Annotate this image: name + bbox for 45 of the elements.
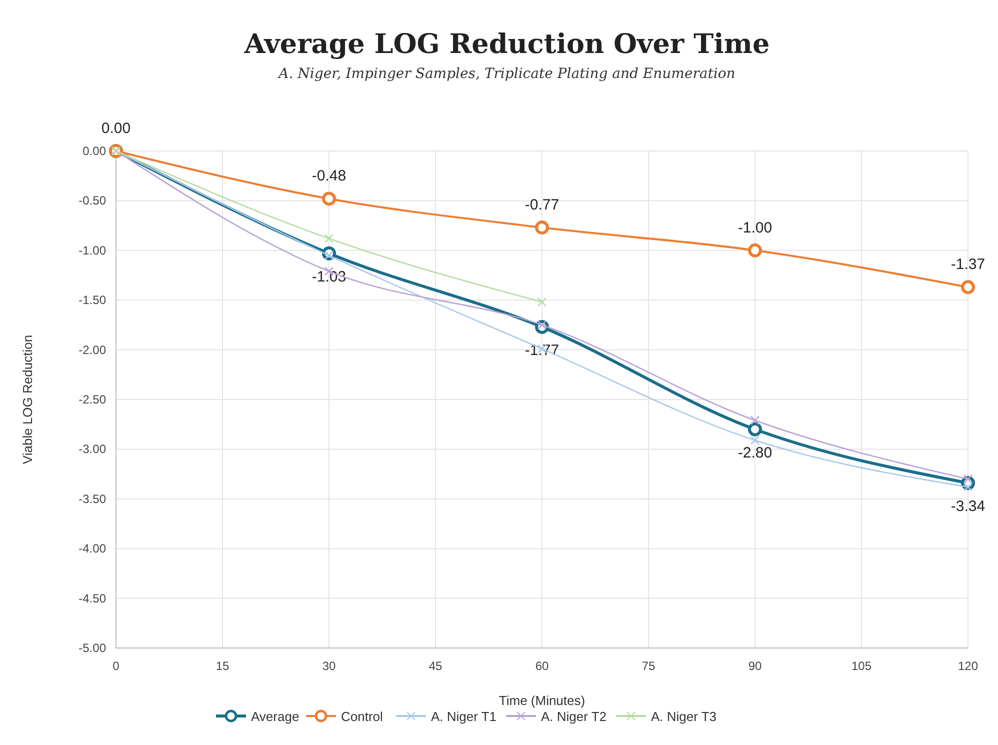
y-axis-title: Viable LOG Reduction (20, 334, 35, 464)
y-tick-label: -2.00 (78, 342, 106, 357)
y-tick-label: -3.50 (78, 492, 106, 506)
legend-label: Average (251, 709, 300, 724)
x-tick-label: 90 (748, 659, 762, 673)
y-tick-label: -3.00 (78, 442, 106, 456)
legend-label: A. Niger T2 (541, 709, 607, 724)
data-label: -1.00 (738, 219, 772, 236)
point (750, 436, 760, 445)
y-tick-label: 0.00 (82, 144, 106, 158)
data-label: -3.34 (950, 498, 986, 515)
x-axis-title: Time (Minutes) (498, 693, 586, 708)
x-tick-label: 30 (322, 659, 336, 673)
x-tick-label: 45 (428, 659, 442, 673)
data-label: -0.48 (312, 168, 346, 185)
y-tick-label: -4.00 (78, 542, 106, 556)
data-label: -1.37 (950, 256, 986, 274)
chart-title: Average LOG Reduction Over Time (243, 29, 770, 60)
data-label: -2.80 (738, 444, 772, 462)
point (322, 192, 336, 206)
y-tick-label: -4.50 (78, 591, 106, 606)
x-tick-label: 0 (112, 659, 120, 673)
point (750, 416, 760, 426)
chart-subtitle: A. Niger, Impinger Samples, Triplicate Plating and Enumeration (276, 66, 736, 82)
x-tick-label: 60 (535, 659, 549, 673)
point (535, 220, 549, 235)
legend-label: Control (341, 709, 384, 724)
data-label: -0.77 (524, 196, 560, 214)
point (324, 234, 334, 244)
legend-label: A. Niger T1 (431, 709, 497, 724)
point (748, 243, 762, 258)
y-tick-label: -5.00 (78, 641, 106, 655)
point (537, 297, 547, 307)
x-tick-label: 75 (642, 659, 656, 673)
x-tick-label: 105 (851, 659, 872, 673)
y-tick-label: -1.50 (78, 293, 106, 308)
y-tick-label: -0.50 (78, 194, 106, 208)
point (748, 422, 762, 436)
point (961, 280, 975, 294)
x-tick-label: 120 (958, 659, 978, 673)
y-tick-label: -1.00 (78, 243, 106, 258)
x-tick-label: 15 (216, 659, 230, 673)
legend-label: A. Niger T3 (651, 709, 717, 724)
data-label: 0.00 (101, 120, 131, 137)
y-tick-label: -2.50 (78, 392, 106, 406)
